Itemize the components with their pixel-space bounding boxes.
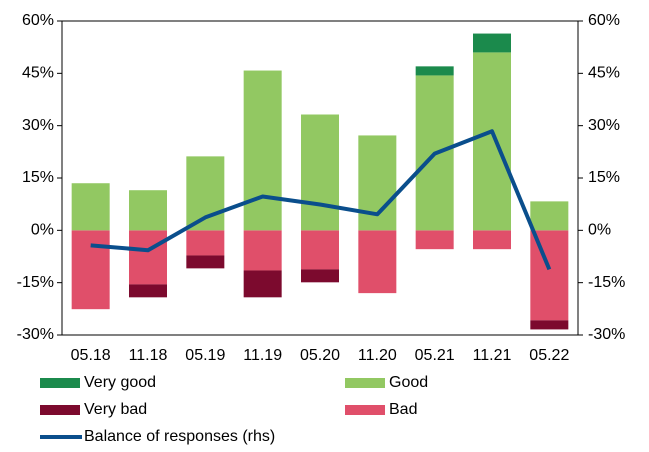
- bar: [243, 70, 282, 231]
- legend-swatch: [345, 405, 385, 415]
- bar: [129, 190, 167, 231]
- bar: [243, 230, 282, 271]
- bar: [530, 230, 569, 321]
- bar: [71, 230, 110, 310]
- legend-label: Balance of responses (rhs): [84, 428, 275, 445]
- x-tick-label: 11.20: [358, 347, 397, 364]
- bar: [186, 255, 225, 269]
- y2-tick-label: 60%: [588, 12, 620, 29]
- legend-label: Very good: [84, 374, 156, 391]
- y-tick-label: 15%: [22, 169, 54, 186]
- x-tick-label: 05.21: [415, 347, 455, 364]
- x-tick-label: 05.19: [185, 347, 225, 364]
- x-tick-label: 05.18: [71, 347, 111, 364]
- bar: [415, 230, 454, 250]
- y-tick-label: 30%: [22, 117, 54, 134]
- y2-tick-label: 0%: [588, 222, 611, 239]
- y-tick-label: -30%: [17, 326, 54, 343]
- legend-label: Bad: [389, 401, 417, 418]
- bar: [473, 52, 511, 231]
- bar: [301, 114, 339, 231]
- bar: [301, 230, 339, 270]
- bar: [473, 33, 511, 53]
- legend-label: Very bad: [84, 401, 147, 418]
- bar: [71, 183, 110, 231]
- y2-tick-label: -15%: [588, 274, 625, 291]
- y2-tick-label: 45%: [588, 65, 620, 82]
- bar: [530, 201, 569, 231]
- x-tick-label: 05.20: [300, 347, 340, 364]
- bar: [129, 230, 167, 285]
- y2-tick-label: 30%: [588, 117, 620, 134]
- bar: [473, 230, 511, 250]
- x-tick-label: 11.18: [129, 347, 168, 364]
- x-tick-label: 11.19: [243, 347, 282, 364]
- x-tick-label: 05.22: [529, 347, 569, 364]
- bar: [530, 320, 569, 330]
- y-tick-label: -15%: [17, 274, 54, 291]
- legend-swatch: [40, 405, 80, 415]
- y-tick-label: 45%: [22, 65, 54, 82]
- plot-frame: [61, 20, 579, 336]
- bar: [243, 270, 282, 298]
- line: [90, 129, 552, 271]
- bar: [358, 230, 397, 294]
- legend-label: Good: [389, 374, 428, 391]
- bar: [129, 284, 167, 298]
- y2-tick-label: 15%: [588, 169, 620, 186]
- y2-tick-label: -30%: [588, 326, 625, 343]
- bar: [186, 230, 225, 256]
- legend-swatch: [40, 378, 80, 388]
- bar: [415, 66, 454, 76]
- y-tick-label: 0%: [31, 222, 54, 239]
- y-tick-label: 60%: [22, 12, 54, 29]
- bar: [301, 269, 339, 283]
- x-tick-label: 11.21: [473, 347, 512, 364]
- legend-swatch: [345, 378, 385, 388]
